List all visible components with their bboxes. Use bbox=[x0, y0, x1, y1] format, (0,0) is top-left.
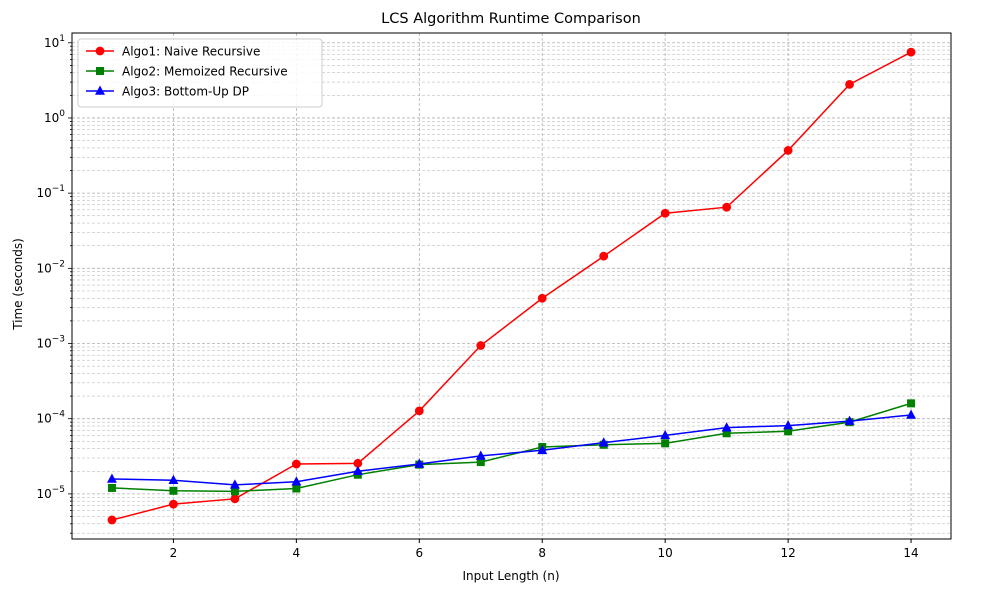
data-point bbox=[844, 415, 855, 425]
legend: Algo1: Naive Recursive Algo2: Memoized Re… bbox=[77, 38, 323, 108]
legend-entry: Algo2: Memoized Recursive bbox=[86, 65, 288, 79]
x-tick-label: 6 bbox=[415, 546, 423, 560]
data-point bbox=[599, 251, 609, 261]
chart-title: LCS Algorithm Runtime Comparison bbox=[381, 11, 641, 27]
y-tick-label: 10−5 bbox=[36, 485, 65, 501]
series-line bbox=[111, 51, 912, 521]
y-tick-label: 100 bbox=[44, 109, 65, 125]
legend-marker bbox=[96, 67, 105, 76]
data-point bbox=[414, 458, 425, 468]
series-group bbox=[106, 47, 917, 525]
data-point bbox=[598, 437, 609, 447]
series-3 bbox=[106, 409, 917, 489]
data-point bbox=[107, 483, 116, 492]
data-point bbox=[722, 202, 732, 212]
data-point bbox=[292, 484, 301, 493]
data-point bbox=[291, 476, 302, 486]
data-point bbox=[783, 146, 793, 155]
y-tick-base: 10 bbox=[44, 111, 59, 125]
data-point bbox=[906, 409, 917, 419]
y-axis-label: Time (seconds) bbox=[11, 238, 25, 331]
legend-box bbox=[77, 38, 323, 108]
data-point bbox=[475, 450, 486, 460]
y-tick-base: 10 bbox=[36, 337, 51, 351]
legend-label: Algo1: Naive Recursive bbox=[122, 45, 260, 59]
legend-label: Algo3: Bottom-Up DP bbox=[122, 85, 249, 99]
series-line bbox=[111, 414, 912, 486]
plot-frame bbox=[71, 32, 952, 540]
data-point bbox=[907, 399, 916, 408]
x-tick-label: 8 bbox=[538, 546, 546, 560]
y-tick-base: 10 bbox=[36, 261, 51, 275]
y-tick-exponent: −2 bbox=[52, 259, 65, 269]
data-point bbox=[537, 444, 548, 455]
data-point bbox=[845, 79, 854, 89]
legend-label: Algo2: Memoized Recursive bbox=[122, 65, 288, 79]
data-point bbox=[230, 494, 240, 504]
y-tick-exponent: 0 bbox=[59, 109, 65, 119]
data-point bbox=[229, 479, 240, 489]
data-point bbox=[291, 459, 301, 469]
y-tick-base: 10 bbox=[44, 36, 59, 50]
x-axis: 2 4 6 8 10 12 14 bbox=[170, 539, 919, 560]
y-tick-exponent: −5 bbox=[52, 485, 65, 495]
data-point bbox=[783, 420, 794, 430]
x-axis-label: Input Length (n) bbox=[462, 569, 559, 583]
data-point bbox=[537, 293, 547, 303]
x-tick-label: 14 bbox=[903, 546, 918, 560]
data-point bbox=[660, 429, 671, 440]
data-point bbox=[169, 499, 178, 509]
data-point bbox=[906, 47, 916, 57]
data-point bbox=[414, 406, 424, 416]
data-point bbox=[476, 341, 486, 350]
data-point bbox=[169, 486, 178, 495]
data-point bbox=[230, 487, 239, 496]
x-tick-label: 2 bbox=[170, 546, 178, 560]
x-tick-label: 12 bbox=[780, 546, 795, 560]
series-1 bbox=[107, 47, 916, 525]
data-point bbox=[168, 474, 179, 485]
y-tick-base: 10 bbox=[36, 487, 51, 501]
y-tick-base: 10 bbox=[36, 412, 51, 426]
data-point bbox=[661, 439, 670, 448]
y-tick-exponent: 1 bbox=[59, 34, 65, 44]
legend-marker bbox=[95, 46, 105, 56]
y-tick-label: 10−4 bbox=[36, 410, 65, 426]
x-tick-label: 4 bbox=[293, 546, 301, 560]
x-tick-label: 10 bbox=[658, 546, 673, 560]
y-tick-label: 10−1 bbox=[36, 184, 65, 200]
data-point bbox=[106, 473, 117, 483]
data-point bbox=[660, 208, 670, 218]
legend-entry: Algo3: Bottom-Up DP bbox=[86, 85, 249, 99]
y-tick-label: 101 bbox=[44, 34, 65, 50]
data-point bbox=[352, 465, 363, 476]
y-tick-label: 10−3 bbox=[36, 335, 65, 351]
data-point bbox=[721, 422, 732, 432]
y-tick-exponent: −1 bbox=[52, 184, 65, 194]
series-line bbox=[111, 402, 912, 493]
y-tick-exponent: −3 bbox=[52, 335, 65, 345]
y-tick-label: 10−2 bbox=[36, 259, 65, 275]
grid-lines bbox=[72, 33, 951, 539]
data-point bbox=[107, 515, 117, 525]
legend-entry: Algo1: Naive Recursive bbox=[86, 45, 260, 59]
y-tick-exponent: −4 bbox=[52, 410, 66, 420]
y-tick-base: 10 bbox=[36, 186, 51, 200]
legend-marker bbox=[95, 85, 105, 95]
